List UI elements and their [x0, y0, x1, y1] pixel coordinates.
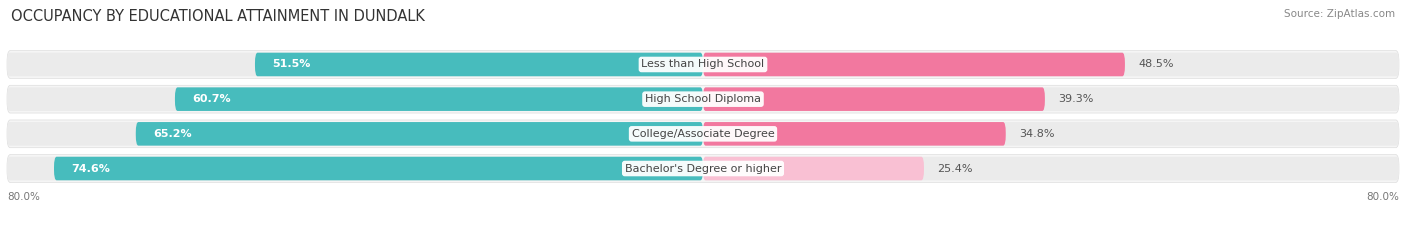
FancyBboxPatch shape	[53, 157, 703, 180]
FancyBboxPatch shape	[7, 53, 703, 76]
FancyBboxPatch shape	[136, 122, 703, 146]
FancyBboxPatch shape	[703, 157, 924, 180]
FancyBboxPatch shape	[703, 122, 1399, 146]
FancyBboxPatch shape	[703, 87, 1399, 111]
Text: Source: ZipAtlas.com: Source: ZipAtlas.com	[1284, 9, 1395, 19]
FancyBboxPatch shape	[7, 87, 703, 111]
Text: 39.3%: 39.3%	[1057, 94, 1094, 104]
Text: 80.0%: 80.0%	[1367, 192, 1399, 202]
FancyBboxPatch shape	[254, 53, 703, 76]
FancyBboxPatch shape	[7, 85, 1399, 113]
Text: 60.7%: 60.7%	[193, 94, 231, 104]
FancyBboxPatch shape	[7, 155, 1399, 182]
FancyBboxPatch shape	[703, 53, 1125, 76]
Text: College/Associate Degree: College/Associate Degree	[631, 129, 775, 139]
Text: 74.6%: 74.6%	[72, 164, 110, 174]
Text: 25.4%: 25.4%	[936, 164, 973, 174]
Text: OCCUPANCY BY EDUCATIONAL ATTAINMENT IN DUNDALK: OCCUPANCY BY EDUCATIONAL ATTAINMENT IN D…	[11, 9, 425, 24]
Text: 65.2%: 65.2%	[153, 129, 191, 139]
FancyBboxPatch shape	[7, 122, 703, 146]
Text: Less than High School: Less than High School	[641, 59, 765, 69]
Text: 34.8%: 34.8%	[1019, 129, 1054, 139]
Text: 80.0%: 80.0%	[7, 192, 39, 202]
FancyBboxPatch shape	[703, 157, 1399, 180]
FancyBboxPatch shape	[7, 157, 703, 180]
Text: High School Diploma: High School Diploma	[645, 94, 761, 104]
FancyBboxPatch shape	[7, 51, 1399, 78]
FancyBboxPatch shape	[703, 87, 1045, 111]
FancyBboxPatch shape	[703, 53, 1399, 76]
Text: 51.5%: 51.5%	[273, 59, 311, 69]
FancyBboxPatch shape	[174, 87, 703, 111]
Text: Bachelor's Degree or higher: Bachelor's Degree or higher	[624, 164, 782, 174]
FancyBboxPatch shape	[703, 122, 1005, 146]
Text: 48.5%: 48.5%	[1137, 59, 1174, 69]
FancyBboxPatch shape	[7, 120, 1399, 148]
